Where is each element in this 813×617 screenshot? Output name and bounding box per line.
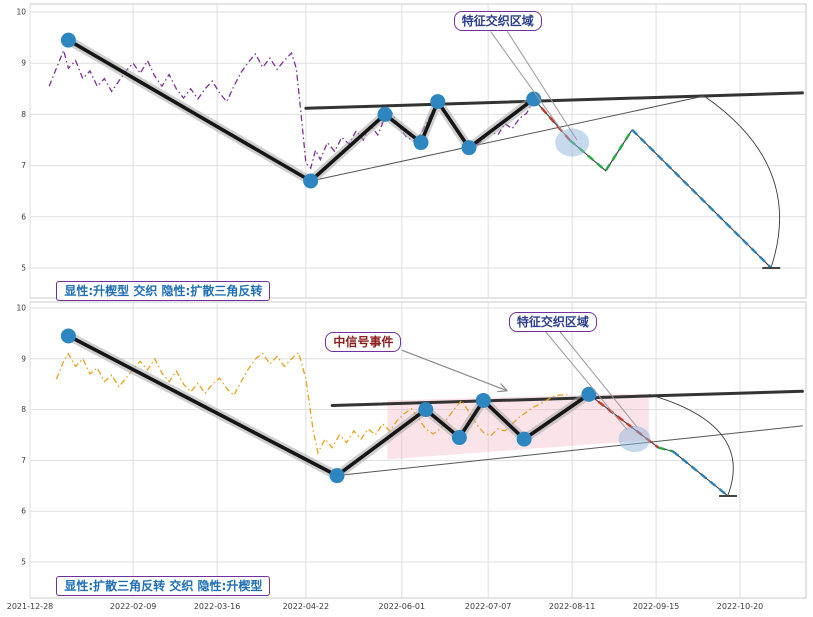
- indicator-line: [48, 48, 535, 170]
- data-point-marker: [581, 386, 597, 402]
- data-point-marker: [303, 173, 319, 189]
- y-tick-label: 5: [21, 558, 26, 567]
- forecast-segment-2: [631, 128, 773, 269]
- caption-lower: 显性:扩散三角反转 交织 隐性:升楔型: [56, 575, 271, 596]
- y-tick-label: 5: [21, 264, 26, 273]
- y-tick-label: 8: [21, 110, 26, 119]
- x-tick-label: 2022-06-01: [379, 602, 426, 611]
- x-tick-label: 2021-12-28: [7, 602, 54, 611]
- zone-label-lower: 特征交织区域: [508, 312, 597, 333]
- leader-line: [490, 31, 566, 136]
- data-point-marker: [475, 392, 491, 408]
- highlight-ellipse: [618, 426, 651, 453]
- y-tick-label: 7: [21, 161, 26, 170]
- leader-line: [545, 331, 628, 431]
- caption-upper: 显性:升楔型 交织 隐性:扩散三角反转: [56, 281, 271, 302]
- data-point-marker: [329, 468, 345, 484]
- arrowhead-line: [497, 390, 508, 393]
- trendline-0: [330, 389, 804, 407]
- data-point-marker: [526, 91, 542, 107]
- x-tick-label: 2022-07-07: [465, 602, 512, 611]
- highlight-ellipse: [555, 128, 590, 157]
- x-tick-label: 2022-09-15: [633, 602, 680, 611]
- y-tick-label: 7: [21, 456, 26, 465]
- x-tick-label: 2022-10-20: [717, 602, 764, 611]
- zone-label-upper: 特征交织区域: [453, 11, 542, 32]
- leader-line: [506, 31, 578, 141]
- y-tick-label: 10: [16, 304, 26, 313]
- data-point-marker: [418, 402, 434, 418]
- x-tick-label: 2022-02-09: [110, 602, 157, 611]
- arrowhead-line: [500, 383, 508, 392]
- annotation-arrow: [401, 349, 508, 392]
- data-point-marker: [430, 94, 446, 110]
- forecast-underlay-2: [672, 450, 729, 497]
- leader-line: [559, 331, 638, 428]
- signal-label: 中信号事件: [325, 332, 402, 353]
- data-point-marker: [413, 135, 429, 151]
- plot-area-lower-panel: [29, 301, 807, 599]
- y-tick-label: 6: [21, 212, 26, 221]
- data-point-marker: [461, 140, 477, 156]
- y-tick-label: 9: [21, 354, 26, 363]
- data-point-marker: [60, 32, 76, 48]
- trendline-0: [304, 91, 804, 110]
- data-point-marker: [451, 430, 467, 446]
- data-point-marker: [60, 328, 76, 344]
- trendline-1: [310, 95, 705, 182]
- x-tick-label: 2022-08-11: [549, 602, 596, 611]
- forecast-segment-1: [658, 446, 674, 453]
- forecast-segment-0: [532, 98, 571, 141]
- annotation-arc: [703, 95, 781, 268]
- interweave-region: [387, 393, 649, 460]
- data-point-marker: [377, 106, 393, 122]
- y-tick-label: 10: [16, 8, 26, 17]
- data-point-marker: [516, 431, 532, 447]
- trendline-1: [336, 425, 803, 477]
- x-tick-label: 2022-03-16: [194, 602, 241, 611]
- y-tick-label: 6: [21, 507, 26, 516]
- annotation-arc: [648, 393, 734, 496]
- y-tick-label: 8: [21, 405, 26, 414]
- plot-area-upper-panel: [29, 3, 807, 299]
- indicator-line: [55, 351, 568, 455]
- x-tick-label: 2022-04-22: [283, 602, 330, 611]
- y-tick-label: 9: [21, 59, 26, 68]
